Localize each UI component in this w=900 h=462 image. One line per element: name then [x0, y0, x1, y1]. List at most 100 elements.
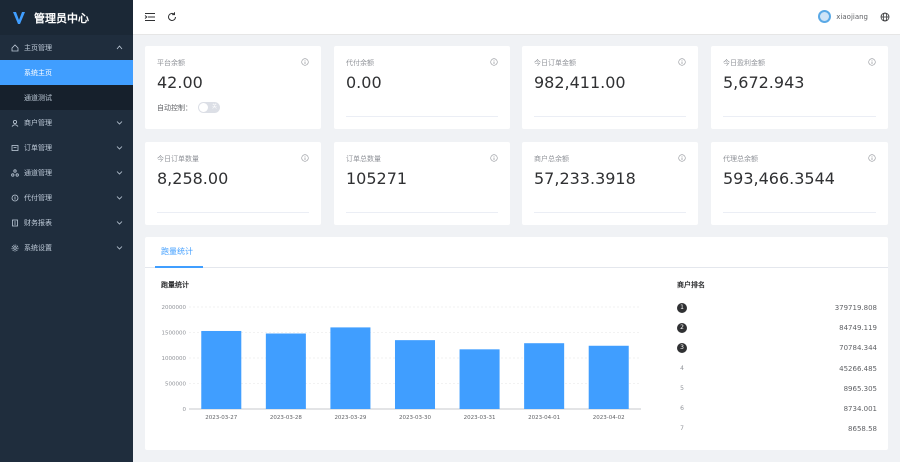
rank-badge: 2	[677, 323, 687, 334]
stat-value: 5,672.943	[723, 73, 805, 92]
submenu-home: 系统主页 通道测试	[0, 60, 133, 110]
x-tick-label: 2023-03-27	[205, 415, 237, 421]
x-tick-label: 2023-03-29	[334, 415, 366, 421]
menu-fold-icon[interactable]	[144, 11, 156, 23]
user-icon	[10, 118, 19, 127]
refresh-icon[interactable]	[166, 11, 178, 23]
chevron-down-icon	[116, 171, 123, 175]
ranking-row: 7 8658.58	[677, 422, 877, 442]
brand: 管理员中心	[0, 0, 133, 35]
stat-card-total-order-count: 订单总数量 105271	[334, 142, 510, 225]
info-icon[interactable]	[678, 58, 686, 66]
x-tick-label: 2023-04-02	[593, 415, 625, 421]
y-tick-label: 500000	[165, 382, 186, 388]
info-icon[interactable]	[490, 58, 498, 66]
merchant-amount: 8965.305	[843, 384, 877, 393]
info-icon[interactable]	[301, 154, 309, 162]
ranking-title: 商户排名	[677, 281, 705, 289]
sidebar-item-label: 通道测试	[24, 93, 52, 102]
merchant-amount: 84749.119	[839, 324, 877, 333]
sidebar-item-channel-test[interactable]: 通道测试	[0, 85, 133, 110]
auto-control: 自动控制： 关	[157, 102, 220, 113]
stat-value: 593,466.3544	[723, 169, 835, 188]
chevron-down-icon	[116, 246, 123, 250]
sidebar-item-channels[interactable]: 通道管理	[0, 160, 133, 185]
sidebar-item-label: 系统设置	[24, 243, 52, 252]
chevron-down-icon	[116, 121, 123, 125]
sidebar-item-label: 主页管理	[24, 43, 52, 52]
sidebar-item-settings[interactable]: 系统设置	[0, 235, 133, 260]
ranking-row: 2 84749.119	[677, 321, 877, 341]
stat-label: 今日盈利金额	[723, 59, 765, 67]
rank-badge: 6	[680, 404, 684, 412]
sidebar-menu: 主页管理 系统主页 通道测试 商户管理 订单管理	[0, 35, 133, 260]
x-tick-label: 2023-03-31	[464, 415, 496, 421]
stat-value: 8,258.00	[157, 169, 229, 188]
stat-card-merchant-total-balance: 商户总余额 57,233.3918	[522, 142, 698, 225]
rank-badge: 7	[680, 425, 684, 433]
stat-value: 982,411.00	[534, 73, 626, 92]
stat-card-payout-balance: 代付余额 0.00	[334, 46, 510, 129]
tab-volume-stats[interactable]: 跑量统计	[161, 247, 193, 256]
info-icon[interactable]	[868, 154, 876, 162]
y-tick-label: 2000000	[162, 305, 187, 311]
bar	[459, 349, 500, 409]
stat-card-agent-total-balance: 代理总余额 593,466.3544	[711, 142, 888, 225]
auto-control-toggle[interactable]: 关	[198, 102, 220, 113]
x-tick-label: 2023-03-28	[270, 415, 302, 421]
sidebar-item-orders[interactable]: 订单管理	[0, 135, 133, 160]
rank-badge: 1	[677, 303, 687, 313]
toggle-knob	[199, 103, 208, 112]
avatar	[818, 10, 832, 23]
sidebar-item-payouts[interactable]: 代付管理	[0, 185, 133, 210]
merchant-amount: 45266.485	[839, 364, 877, 373]
stat-label: 订单总数量	[346, 155, 381, 163]
chevron-down-icon	[116, 146, 123, 150]
info-icon[interactable]	[490, 154, 498, 162]
sidebar-item-home[interactable]: 主页管理	[0, 35, 133, 60]
info-icon[interactable]	[301, 58, 309, 66]
ranking-row: 5 8965.305	[677, 382, 877, 402]
merchant-amount: 8658.58	[848, 425, 877, 434]
divider	[534, 212, 686, 213]
rank-badge: 5	[680, 384, 684, 392]
y-tick-label: 0	[183, 407, 187, 413]
stat-value: 105271	[346, 169, 408, 188]
sidebar-item-merchants[interactable]: 商户管理	[0, 110, 133, 135]
info-icon[interactable]	[868, 58, 876, 66]
stat-card-today-order-count: 今日订单数量 8,258.00	[145, 142, 321, 225]
merchant-amount: 70784.344	[839, 344, 877, 353]
x-tick-label: 2023-04-01	[528, 415, 560, 421]
ranking-row: 4 45266.485	[677, 362, 877, 382]
sidebar-item-label: 订单管理	[24, 143, 52, 152]
ranking-row: 3 70784.344	[677, 341, 877, 361]
user-menu[interactable]: xiaojiang	[818, 10, 868, 23]
panel-tabs: 跑量统计	[145, 237, 888, 268]
home-icon	[10, 43, 19, 52]
sidebar-item-reports[interactable]: 财务报表	[0, 210, 133, 235]
stat-label: 代付余额	[346, 59, 374, 67]
bar	[265, 333, 306, 409]
y-tick-label: 1500000	[162, 331, 187, 337]
sidebar-item-label: 通道管理	[24, 168, 52, 177]
divider	[723, 116, 876, 117]
stat-label: 平台余额	[157, 59, 185, 67]
stat-card-today-order-amount: 今日订单金额 982,411.00	[522, 46, 698, 129]
stats-panel: 跑量统计 跑量统计 0 500000 1000000 1500000 2000000 20…	[145, 237, 888, 450]
divider	[723, 212, 876, 213]
globe-icon[interactable]	[880, 12, 890, 22]
merchant-amount: 379719.808	[834, 304, 877, 312]
sidebar-item-dashboard[interactable]: 系统主页	[0, 60, 133, 85]
channel-icon	[10, 168, 19, 177]
stat-value: 42.00	[157, 73, 203, 92]
info-icon[interactable]	[678, 154, 686, 162]
stat-value: 0.00	[346, 73, 382, 92]
logo-icon	[13, 11, 25, 24]
sidebar-item-label: 系统主页	[24, 68, 52, 77]
app-title: 管理员中心	[34, 11, 89, 25]
sidebar-item-label: 财务报表	[24, 218, 52, 227]
tab-active-indicator	[155, 266, 203, 268]
merchant-ranking-list: 1 379719.808 2 84749.119 3 70784.344 4 45266.48…	[677, 301, 877, 442]
stat-label: 代理总余额	[723, 155, 758, 163]
username: xiaojiang	[836, 12, 868, 21]
